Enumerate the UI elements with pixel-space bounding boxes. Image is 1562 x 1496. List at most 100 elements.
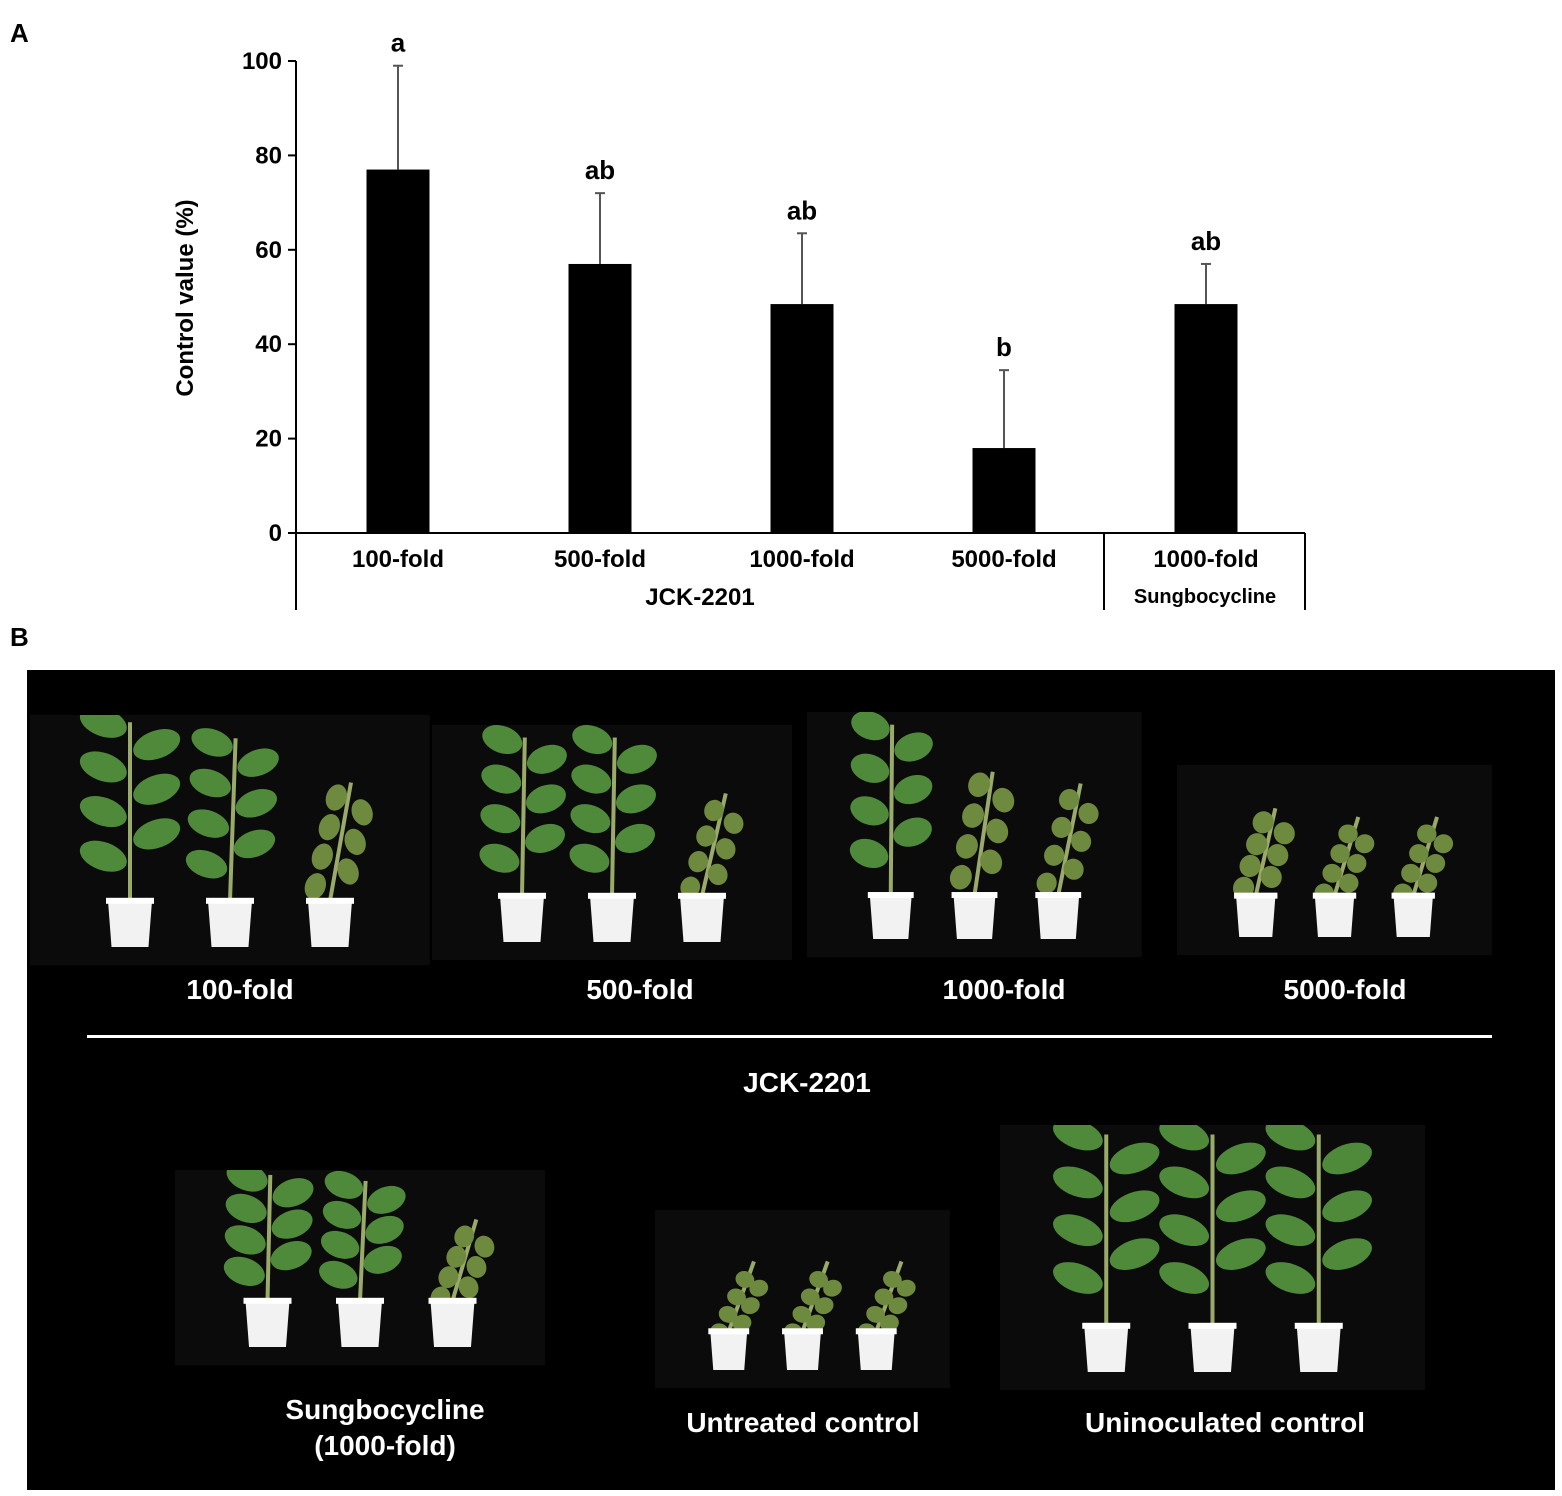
plant-leaf xyxy=(968,772,991,798)
y-ticks: 0 20 40 60 80 100 xyxy=(242,48,296,547)
plant-pot xyxy=(680,895,724,942)
plant-leaf xyxy=(823,1279,842,1297)
plant-illustration xyxy=(223,1170,495,1347)
plant-pot-rim xyxy=(588,892,636,899)
plant-leaf xyxy=(571,764,612,794)
plant-leaf xyxy=(1215,1238,1266,1270)
plant xyxy=(319,1170,406,1347)
plant-pot-rim xyxy=(106,897,154,904)
plant xyxy=(223,1170,314,1347)
photo-label-500-fold: 500-fold xyxy=(586,974,694,1005)
plant-leaf xyxy=(1058,788,1080,811)
plant-leaf xyxy=(680,876,701,898)
plant-leaf xyxy=(272,1178,314,1208)
plant-leaf xyxy=(569,843,610,873)
plant xyxy=(1232,807,1295,937)
plant-stem xyxy=(358,1180,368,1301)
plant-leaf xyxy=(955,834,978,859)
plant-leaf xyxy=(79,751,127,783)
y-tick-label: 100 xyxy=(242,48,282,75)
photo-5000-fold xyxy=(1177,765,1492,955)
plant xyxy=(708,1260,769,1370)
y-tick-label: 60 xyxy=(255,237,282,264)
bar xyxy=(568,263,632,533)
plant-leaf xyxy=(1053,1166,1103,1199)
plant xyxy=(855,1260,916,1370)
plant xyxy=(569,725,657,942)
plant-leaf xyxy=(1339,873,1359,893)
y-tick-label: 80 xyxy=(255,142,282,169)
plant-leaf xyxy=(809,1271,829,1288)
x-tick-label: 1000-fold xyxy=(1153,546,1258,573)
plant-leaf xyxy=(363,1245,402,1274)
plant-leaf xyxy=(1215,1142,1266,1175)
plant-leaf xyxy=(880,1314,899,1332)
plant-leaf xyxy=(466,1256,487,1278)
plant-leaf xyxy=(896,1279,916,1297)
plant xyxy=(782,1260,842,1370)
plant-pot-rim xyxy=(1294,1322,1343,1329)
plant-leaf xyxy=(849,838,889,869)
plant-leaf xyxy=(270,1240,312,1271)
plant xyxy=(185,728,279,947)
plant-pot-rim xyxy=(243,1297,292,1304)
plant-leaf xyxy=(224,1225,266,1255)
plant-leaf xyxy=(696,825,716,847)
plant-leaf xyxy=(133,773,181,805)
plant-leaf xyxy=(79,795,127,828)
bar xyxy=(770,304,834,533)
x-tick-label: 5000-fold xyxy=(951,546,1056,573)
x-labels: 100-fold 500-fold 1000-fold 5000-fold 1000-f… xyxy=(352,546,1259,573)
y-axis-label: Control value (%) xyxy=(172,199,199,396)
photo-label-5000-fold: 5000-fold xyxy=(1283,974,1407,1005)
plant-leaf xyxy=(1051,816,1072,838)
plant-leaf xyxy=(715,838,736,860)
plant-pot xyxy=(108,900,152,947)
plant-leaf xyxy=(1053,1125,1103,1151)
plant-leaf xyxy=(1159,1214,1210,1247)
plant-leaf xyxy=(1265,1166,1316,1199)
photo-group-label: JCK-2201 xyxy=(743,1067,871,1098)
plant-leaf xyxy=(707,863,728,886)
plant xyxy=(304,782,373,947)
plant-leaf xyxy=(723,812,744,834)
significance-letter: ab xyxy=(1191,226,1221,256)
significance-letter: ab xyxy=(585,155,615,185)
plant-leaf xyxy=(1215,1190,1266,1223)
plant-pot-rim xyxy=(782,1328,823,1335)
plant-leaf xyxy=(482,725,523,755)
plant-leaf xyxy=(1265,1262,1316,1294)
group-labels: JCK-2201 Sungbocycline xyxy=(645,584,1276,611)
plant-stem xyxy=(700,792,728,897)
plant-leaf xyxy=(133,818,181,850)
plant-leaf xyxy=(874,1288,894,1306)
plant-leaf xyxy=(1417,824,1437,844)
plant-pot xyxy=(1393,895,1433,937)
plant-leaf xyxy=(727,1288,746,1306)
photo-label-sungbocycline: Sungbocycline (1000-fold) xyxy=(235,1392,535,1464)
plant-pot-rim xyxy=(1188,1322,1237,1329)
plant-leaf xyxy=(992,787,1015,813)
plant-pot-rim xyxy=(1391,892,1435,899)
plant-leaf xyxy=(1063,858,1084,880)
plant-leaf xyxy=(1053,1214,1103,1247)
plant-stem xyxy=(265,1174,273,1301)
plant-leaf xyxy=(1044,844,1065,866)
plant-pot xyxy=(208,900,252,947)
plant-leaf xyxy=(337,858,359,885)
plant xyxy=(849,712,933,939)
plant-pot-rim xyxy=(867,892,914,899)
plant-leaf xyxy=(481,764,522,794)
plant-pot-rim xyxy=(678,892,726,899)
plant-pot-rim xyxy=(1234,892,1278,899)
plant-stem xyxy=(972,771,995,896)
group-label-jck-2201: JCK-2201 xyxy=(645,584,754,611)
plant-leaf xyxy=(233,829,276,859)
plant xyxy=(1391,816,1454,937)
plant-stem xyxy=(520,737,527,896)
photo-label-sungbocycline-line1: Sungbocycline xyxy=(285,1394,485,1425)
plant-leaf xyxy=(226,1170,268,1192)
plant-pot xyxy=(1037,895,1080,939)
plant-leaf xyxy=(1330,844,1350,864)
